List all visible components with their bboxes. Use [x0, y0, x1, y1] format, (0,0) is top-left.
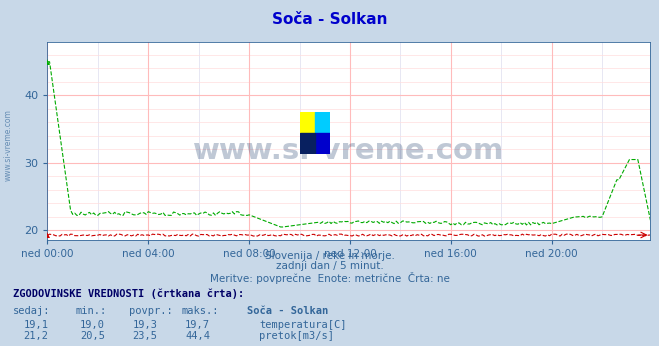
Text: 21,2: 21,2 — [24, 331, 49, 341]
Text: www.si-vreme.com: www.si-vreme.com — [193, 137, 505, 165]
Text: povpr.:: povpr.: — [129, 306, 172, 316]
Text: Meritve: povprečne  Enote: metrične  Črta: ne: Meritve: povprečne Enote: metrične Črta:… — [210, 272, 449, 284]
Text: 19,1: 19,1 — [24, 320, 49, 330]
Text: zadnji dan / 5 minut.: zadnji dan / 5 minut. — [275, 261, 384, 271]
Text: 20,5: 20,5 — [80, 331, 105, 341]
Text: min.:: min.: — [76, 306, 107, 316]
Bar — [300, 112, 315, 133]
Bar — [300, 133, 315, 154]
Text: maks.:: maks.: — [181, 306, 219, 316]
Text: temperatura[C]: temperatura[C] — [259, 320, 347, 330]
Text: 44,4: 44,4 — [185, 331, 210, 341]
Text: www.si-vreme.com: www.si-vreme.com — [3, 109, 13, 181]
Bar — [315, 112, 330, 133]
Bar — [315, 133, 330, 154]
Text: ZGODOVINSKE VREDNOSTI (črtkana črta):: ZGODOVINSKE VREDNOSTI (črtkana črta): — [13, 289, 244, 299]
Text: Soča - Solkan: Soča - Solkan — [247, 306, 328, 316]
Text: 19,7: 19,7 — [185, 320, 210, 330]
Text: 23,5: 23,5 — [132, 331, 158, 341]
Text: 19,0: 19,0 — [80, 320, 105, 330]
Text: pretok[m3/s]: pretok[m3/s] — [259, 331, 334, 341]
Text: Soča - Solkan: Soča - Solkan — [272, 12, 387, 27]
Text: 19,3: 19,3 — [132, 320, 158, 330]
Text: Slovenija / reke in morje.: Slovenija / reke in morje. — [264, 251, 395, 261]
Text: sedaj:: sedaj: — [13, 306, 51, 316]
